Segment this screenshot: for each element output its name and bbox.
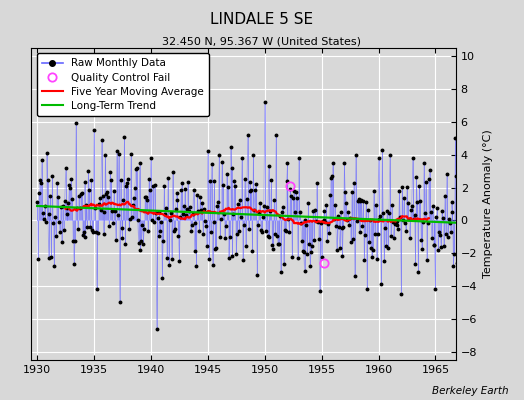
- Text: Berkeley Earth: Berkeley Earth: [432, 386, 508, 396]
- Y-axis label: Temperature Anomaly (°C): Temperature Anomaly (°C): [483, 130, 493, 278]
- Text: LINDALE 5 SE: LINDALE 5 SE: [211, 12, 313, 27]
- Legend: Raw Monthly Data, Quality Control Fail, Five Year Moving Average, Long-Term Tren: Raw Monthly Data, Quality Control Fail, …: [37, 53, 209, 116]
- Text: 32.450 N, 95.367 W (United States): 32.450 N, 95.367 W (United States): [162, 36, 362, 46]
